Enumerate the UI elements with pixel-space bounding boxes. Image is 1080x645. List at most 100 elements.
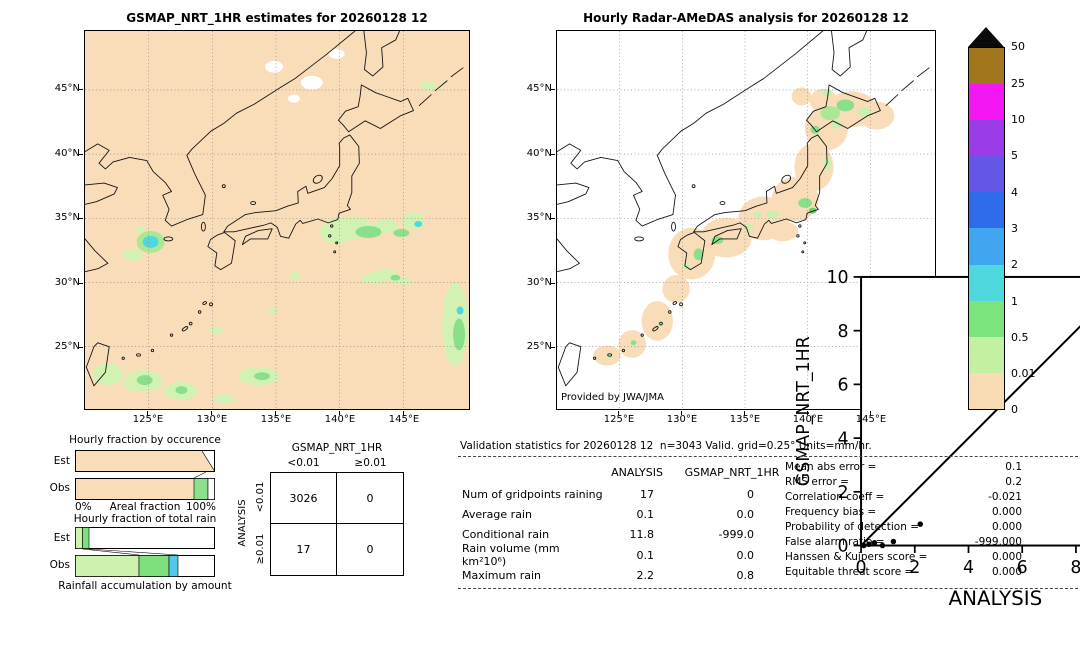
stats-value: -999.0 (718, 528, 754, 542)
contingency-cell: 0 (366, 543, 374, 556)
axis-tick (551, 154, 555, 155)
gsmap-map-canvas (85, 31, 469, 409)
contingency-col-label: <0.01 (287, 457, 320, 469)
areal-fraction-label: Areal fraction (109, 501, 181, 513)
axis-tick (79, 154, 83, 155)
contingency-cell: 17 (271, 524, 337, 575)
left-map-title: GSMAP_NRT_1HR estimates for 20260128 12 (126, 11, 428, 25)
colorbar-segment (969, 300, 1004, 337)
lat-tick: 40°N (526, 148, 552, 159)
svg-text:4: 4 (963, 558, 974, 578)
score-line: RMS error = 0.2 (785, 474, 1078, 489)
est-label: Est (53, 532, 70, 544)
obs-label: Obs (49, 559, 70, 571)
colorbar-label: 3 (1011, 222, 1018, 235)
axis-tick (147, 411, 148, 415)
stats-col-header: GSMAP_NRT_1HR (684, 465, 780, 479)
lat-tick: 30°N (54, 277, 80, 288)
lat-tick: 45°N (526, 83, 552, 94)
stats-value: 0.1 (636, 548, 655, 562)
data-credit: Provided by JWA/JMA (561, 392, 664, 403)
stats-value: 17 (640, 487, 654, 501)
axis-tick (551, 218, 555, 219)
lat-tick: 25°N (526, 341, 552, 352)
right-map-title: Hourly Radar-AMeDAS analysis for 2026012… (583, 11, 909, 25)
axis-tick (339, 411, 340, 415)
lon-tick: 145°E (388, 414, 420, 425)
colorbar-label: 0 (1011, 403, 1018, 416)
score-label: Mean abs error = (785, 460, 877, 473)
stats-row-label: Maximum rain (462, 569, 541, 583)
lon-tick: 130°E (196, 414, 228, 425)
stats-value: 11.8 (629, 528, 655, 542)
stats-col-header: ANALYSIS (611, 465, 663, 479)
precip-right-layer (593, 87, 895, 366)
colorbar-segment (969, 264, 1004, 301)
inset-ylabel: GSMAP_NRT_1HR (794, 336, 814, 486)
colorbar-segment (969, 336, 1004, 373)
colorbar-segment (969, 120, 1004, 157)
total-rain-bars (75, 527, 215, 577)
colorbar-label: 0.5 (1011, 331, 1029, 344)
lat-tick: 35°N (526, 212, 552, 223)
gsmap-estimate-map (84, 30, 470, 410)
axis-tick (744, 411, 745, 415)
score-label: False alarm ratio = (785, 535, 885, 548)
score-value: -999.000 (974, 535, 1022, 548)
separator-dashed (458, 456, 1078, 457)
axis-tick (211, 411, 212, 415)
svg-text:8: 8 (838, 322, 849, 342)
colorbar-label: 5 (1011, 149, 1018, 162)
lon-tick: 125°E (603, 414, 635, 425)
figure-canvas: GSMAP_NRT_1HR estimates for 20260128 12 … (49, 11, 1080, 610)
axis-tick (807, 411, 808, 415)
score-line: Frequency bias = 0.000 (785, 504, 1078, 519)
score-list: Mean abs error = 0.1 RMS error = 0.2 Corre… (785, 459, 1078, 579)
axis-tick (551, 89, 555, 90)
lon-tick: 140°E (792, 414, 824, 425)
lat-tick: 45°N (54, 83, 80, 94)
lon-tick: 145°E (855, 414, 887, 425)
colorbar-label: 4 (1011, 186, 1018, 199)
score-line: Correlation coeff = -0.021 (785, 489, 1078, 504)
svg-text:6: 6 (838, 376, 849, 396)
score-value: 0.1 (1005, 460, 1022, 473)
precip-left-layer (92, 48, 469, 405)
axis-tick (681, 411, 682, 415)
lon-tick: 125°E (132, 414, 164, 425)
total-rain-title: Hourly fraction of total rain (73, 513, 217, 525)
colorbar-overflow-triangle (968, 27, 1004, 47)
contingency-table: 3026 0 17 0 (270, 472, 404, 576)
stats-value: 0.0 (736, 548, 755, 562)
occurrence-bars (75, 450, 215, 500)
colorbar-segment (969, 228, 1004, 265)
lon-tick: 140°E (324, 414, 356, 425)
axis-tick (79, 283, 83, 284)
colorbar-segment (969, 372, 1004, 409)
stats-value: 0.8 (736, 569, 755, 583)
colorbar-label: 25 (1011, 77, 1025, 90)
inset-scatter-points (861, 521, 923, 549)
stats-row-label: Rain volume (mm km²10⁶) (462, 542, 560, 569)
est-label: Est (53, 455, 70, 467)
axis-tick (551, 283, 555, 284)
svg-text:2: 2 (909, 558, 920, 578)
stats-title: Validation statistics for 20260128 12 n=… (460, 440, 872, 452)
colorbar (968, 47, 1005, 410)
score-label: Equitable threat score = (785, 565, 914, 578)
contingency-row-header: ANALYSIS (237, 499, 248, 547)
axis-tick (79, 347, 83, 348)
colorbar-segment (969, 84, 1004, 121)
score-value: 0.000 (991, 505, 1022, 518)
axis-tick (551, 347, 555, 348)
colorbar-label: 50 (1011, 40, 1025, 53)
axis-tick (79, 218, 83, 219)
accumulation-title: Rainfall accumulation by amount (58, 580, 232, 592)
stats-value: 0.1 (636, 508, 655, 522)
obs-label: Obs (49, 482, 70, 494)
svg-text:8: 8 (1070, 558, 1080, 578)
contingency-row-label: <0.01 (255, 481, 266, 513)
inset-xlabel: ANALYSIS (948, 587, 1042, 610)
lat-tick: 35°N (54, 212, 80, 223)
stats-row-label: Num of gridpoints raining (462, 487, 603, 501)
